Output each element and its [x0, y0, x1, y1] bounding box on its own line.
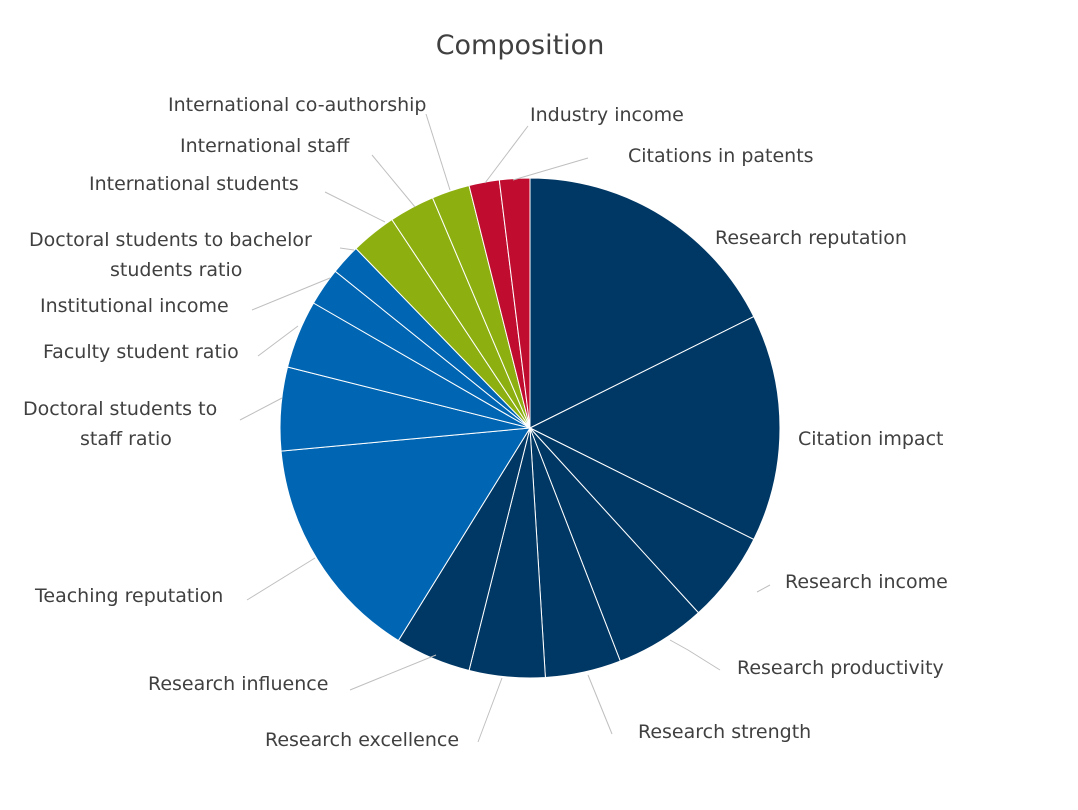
- slice-label: Citation impact: [798, 428, 943, 450]
- leader-line: [251, 277, 331, 311]
- pie-slice-research-reputation: [529, 177, 755, 429]
- leader-line: [756, 584, 771, 593]
- slice-label: Industry income: [530, 104, 684, 126]
- slice-label: Teaching reputation: [34, 585, 223, 607]
- slice-label: Research strength: [638, 721, 811, 743]
- leader-line: [246, 557, 316, 601]
- pie-slice-citation-impact: [528, 315, 781, 541]
- slice-label: Doctoral students to bachelor students ra…: [29, 229, 312, 281]
- leader-line: [477, 677, 503, 743]
- leader-line: [425, 113, 451, 191]
- slice-label: Research excellence: [265, 729, 459, 751]
- leader-line: [587, 674, 613, 735]
- slice-label: Citations in patents: [628, 145, 814, 167]
- slice-label: International staff: [180, 135, 350, 157]
- leader-line: [512, 157, 589, 181]
- leader-line: [349, 654, 437, 691]
- leader-line: [239, 397, 283, 421]
- slice-label: Doctoral students to staff ratio: [23, 398, 217, 450]
- slice-label: International co-authorship: [168, 94, 426, 116]
- slice-label: Institutional income: [40, 295, 229, 317]
- slice-label: Faculty student ratio: [43, 341, 239, 363]
- slice-label: Research influence: [148, 673, 328, 695]
- leader-line: [339, 247, 355, 251]
- leader-line: [484, 125, 529, 184]
- slice-label: International students: [89, 173, 299, 195]
- chart-title: Composition: [435, 30, 605, 61]
- leader-line: [257, 325, 299, 357]
- leader-line: [371, 154, 416, 208]
- leader-line: [669, 639, 721, 671]
- leader-line: [324, 191, 386, 223]
- pie-slice-citations-in-patents: [498, 177, 531, 429]
- slice-label: Research reputation: [715, 227, 907, 249]
- slice-label: Research income: [785, 571, 948, 593]
- slice-label: Research productivity: [737, 657, 944, 679]
- pie-slice-teaching-reputation: [280, 427, 531, 642]
